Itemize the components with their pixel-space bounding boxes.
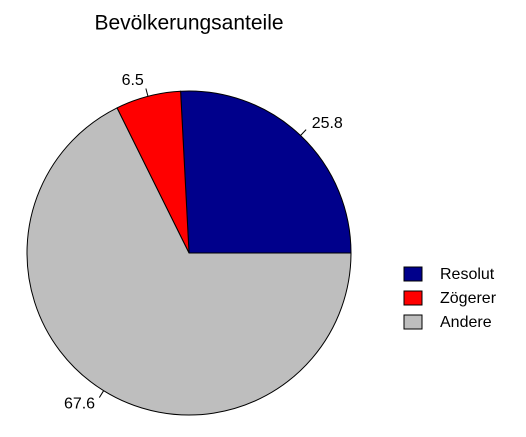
chart-title: Bevölkerungsanteile bbox=[94, 12, 283, 35]
legend-swatch bbox=[403, 314, 423, 330]
legend-label: Andere bbox=[440, 314, 492, 331]
data-label: 6.5 bbox=[122, 72, 144, 89]
pie-slice bbox=[26, 107, 352, 416]
data-label: 25.8 bbox=[312, 115, 343, 132]
legend-swatch bbox=[403, 290, 423, 306]
label-tick bbox=[145, 88, 149, 97]
label-tick bbox=[300, 129, 307, 136]
data-label: 67.6 bbox=[64, 396, 95, 413]
pie-slice bbox=[180, 90, 352, 254]
label-tick bbox=[98, 390, 105, 398]
legend-label: Zögerer bbox=[440, 290, 497, 307]
legend-label: Resolut bbox=[440, 266, 495, 283]
legend-swatch bbox=[403, 266, 423, 282]
